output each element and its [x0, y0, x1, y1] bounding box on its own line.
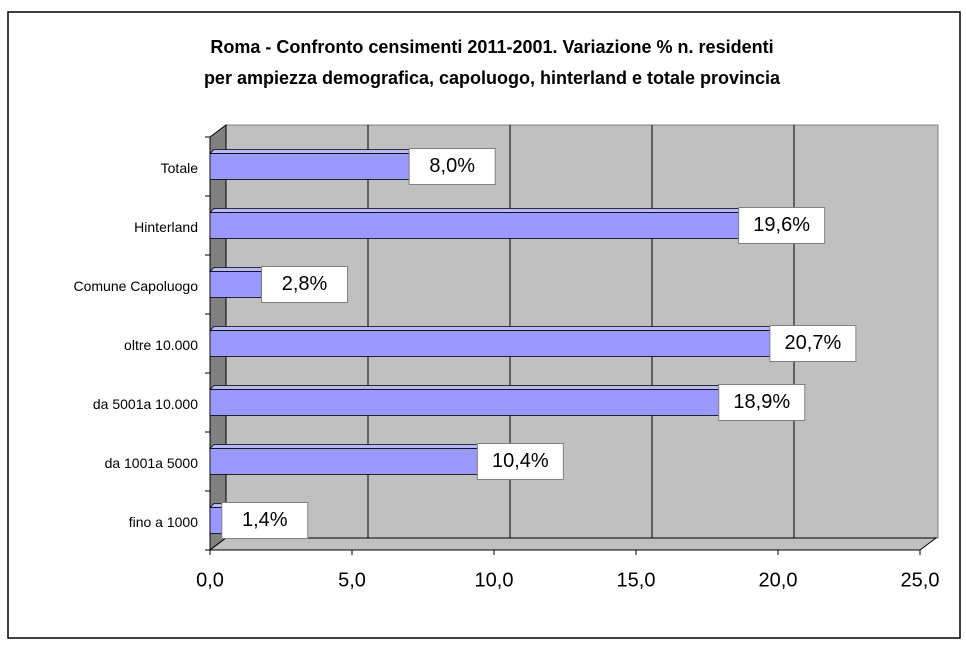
x-tick-label: 5,0	[338, 569, 366, 591]
x-tick-label: 0,0	[196, 569, 224, 591]
y-tick-label: da 5001a 10.000	[93, 396, 198, 412]
data-label-box	[408, 148, 496, 185]
y-tick-label: oltre 10.000	[124, 337, 198, 353]
data-label-box	[718, 384, 806, 421]
data-label: 18,9%	[733, 391, 790, 413]
data-label: 1,4%	[242, 509, 288, 531]
data-label: 19,6%	[753, 214, 810, 236]
floor	[208, 537, 938, 551]
bar-top	[209, 385, 752, 390]
data-label: 2,8%	[282, 273, 328, 295]
y-tick-label: Totale	[161, 160, 199, 176]
bar-top	[209, 326, 803, 331]
data-label-box	[476, 443, 564, 480]
bar-top	[209, 444, 511, 449]
bar	[209, 389, 748, 416]
bar-top	[209, 208, 772, 213]
y-tick-label: fino a 1000	[129, 514, 198, 530]
data-label-box	[738, 207, 826, 244]
bar-top	[209, 149, 443, 154]
x-tick-label: 25,0	[901, 569, 940, 591]
data-label-box	[261, 266, 349, 303]
bar	[209, 330, 799, 357]
x-tick-label: 20,0	[759, 569, 798, 591]
chart-title: Roma - Confronto censimenti 2011-2001. V…	[210, 37, 773, 57]
data-label-box	[769, 325, 857, 362]
y-tick-label: Hinterland	[134, 219, 198, 235]
y-tick-label: Comune Capoluogo	[73, 278, 198, 294]
bar	[209, 448, 506, 475]
x-tick-label: 15,0	[617, 569, 656, 591]
y-tick-label: da 1001a 5000	[105, 455, 199, 471]
data-label-box	[221, 502, 309, 539]
data-label: 8,0%	[429, 155, 475, 177]
chart-title: per ampiezza demografica, capoluogo, hin…	[204, 68, 781, 88]
bar	[209, 153, 438, 180]
data-label: 20,7%	[785, 332, 842, 354]
bar	[209, 212, 768, 239]
x-tick-label: 10,0	[475, 569, 514, 591]
data-label: 10,4%	[492, 450, 549, 472]
